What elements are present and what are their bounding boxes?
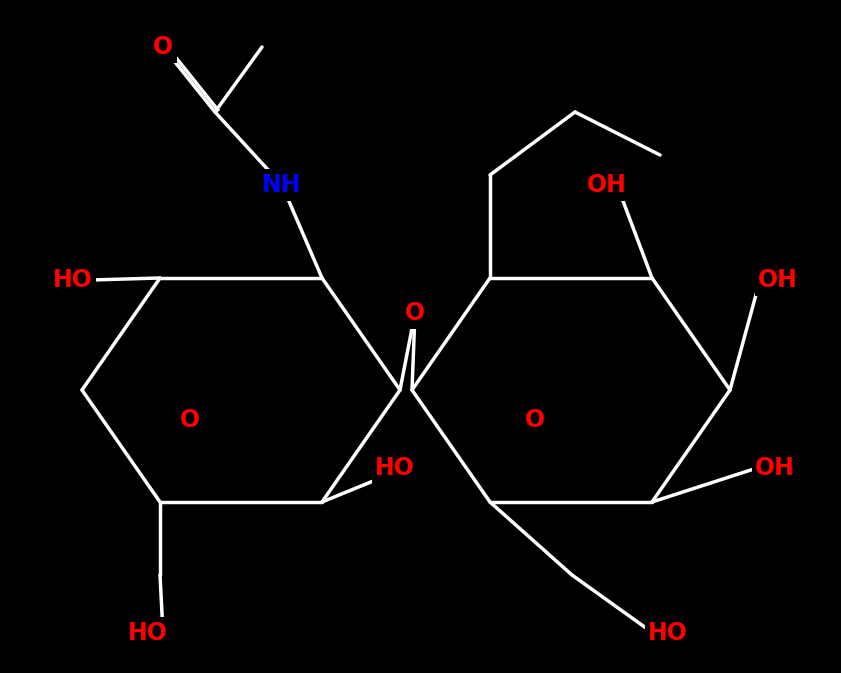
Text: NH: NH [262,173,302,197]
Text: OH: OH [587,173,627,197]
Text: O: O [180,408,200,432]
Text: O: O [153,35,173,59]
Text: O: O [405,301,425,325]
Text: O: O [525,408,545,432]
Text: OH: OH [755,456,795,480]
Text: OH: OH [758,268,798,292]
Text: HO: HO [375,456,415,480]
Text: HO: HO [128,621,168,645]
Text: HO: HO [648,621,688,645]
Text: HO: HO [53,268,93,292]
